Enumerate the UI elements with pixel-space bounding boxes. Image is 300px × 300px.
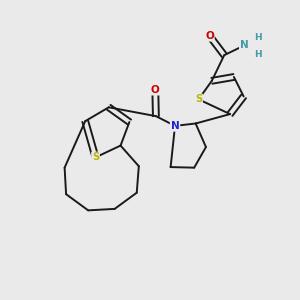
Text: O: O xyxy=(151,85,160,94)
Text: N: N xyxy=(171,121,179,131)
Text: H: H xyxy=(254,33,262,42)
Text: S: S xyxy=(92,152,99,162)
Text: S: S xyxy=(195,94,202,104)
Text: N: N xyxy=(240,40,249,50)
Text: H: H xyxy=(254,50,262,59)
Text: O: O xyxy=(205,31,214,41)
